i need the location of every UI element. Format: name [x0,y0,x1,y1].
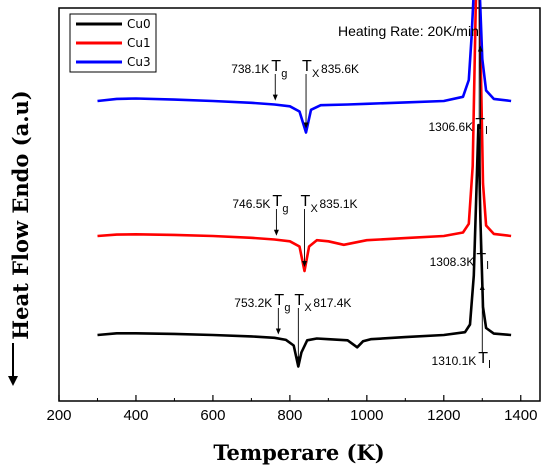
x-tick-label: 400 [123,407,148,424]
tx-sub-cu3: X [312,68,320,80]
tx-arrow-cu3-head [303,122,309,129]
tx-value-cu1: 835.1K [320,197,358,211]
tl-sub-cu1: l [486,260,488,272]
plot-frame [58,7,541,402]
x-tick-label: 200 [46,407,71,424]
tg-value-cu1: 746.5K [232,197,270,211]
tx-sub-cu0: X [304,302,312,314]
tg-sub-cu0: g [284,302,290,314]
series-lines [97,0,512,368]
legend-label-cu0: Cu0 [127,17,151,31]
tl-symbol-cu0: T [478,350,488,367]
tx-symbol-cu3: T [302,58,312,75]
tg-symbol-cu3: T [271,58,281,75]
tg-arrow-cu3-head [272,94,278,101]
x-tick-label: 1200 [427,407,460,424]
series-line-cu3 [97,0,512,134]
tx-arrow-cu0-head [295,356,301,363]
tx-value-cu3: 835.6K [321,62,359,76]
x-tick-label: 1000 [350,407,383,424]
tl-sub-cu3: l [485,125,487,137]
tx-symbol-cu0: T [294,292,304,309]
tg-sub-cu3: g [281,68,287,80]
tg-arrow-cu1-head [273,229,279,236]
tg-value-cu3: 738.1K [231,62,269,76]
tx-value-cu0: 817.4K [313,296,351,310]
legend-label-cu3: Cu3 [127,55,151,69]
tl-arrow-cu0-head [479,284,485,290]
x-tick-label: 800 [277,407,302,424]
legend: Cu0 Cu1 Cu3 [69,13,157,73]
tx-sub-cu1: X [311,203,319,215]
tx-symbol-cu1: T [301,193,311,210]
tl-value-cu3: 1306.6K [428,120,473,134]
tg-sub-cu1: g [282,203,288,215]
x-tick-label: 1400 [504,407,537,424]
tg-value-cu0: 753.2K [234,296,272,310]
legend-label-cu1: Cu1 [127,36,151,50]
tx-arrow-cu1-head [302,261,308,267]
tl-symbol-cu1: T [476,251,486,268]
heating-rate-note: Heating Rate: 20K/min [338,23,479,39]
tg-arrow-cu0-head [275,328,281,335]
y-axis-arrow [8,343,18,386]
x-axis-title: Temperare (K) [213,440,384,465]
tg-symbol-cu0: T [274,292,284,309]
tl-sub-cu0: l [488,359,490,371]
tl-value-cu1: 1308.3K [430,255,475,269]
tl-symbol-cu3: T [475,116,485,133]
x-tick-label: 600 [200,407,225,424]
series-line-cu0 [97,123,512,368]
tl-value-cu0: 1310.1K [432,354,477,368]
y-axis-title: Heat Flow Endo (a.u) [8,90,33,339]
tg-symbol-cu1: T [272,193,282,210]
x-axis-ticks: 200 400 600 800 1000 1200 1400 [46,395,537,424]
